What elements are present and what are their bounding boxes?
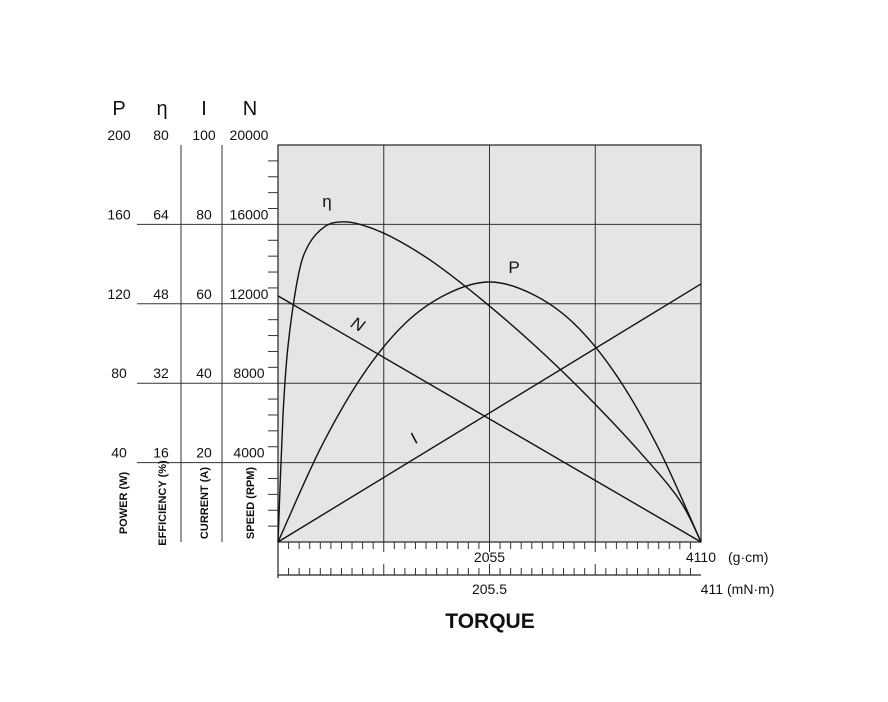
y-tick-label: 120 <box>107 286 131 302</box>
series-line-4 <box>277 221 702 543</box>
y-tick-label: 16 <box>153 445 169 461</box>
y-axis-symbol-3: I <box>201 98 207 120</box>
y-tick-label: 160 <box>107 206 131 222</box>
y-tick-label: 100 <box>192 127 216 143</box>
y-tick-label: 32 <box>153 365 169 381</box>
y-axis-symbol-1: P <box>112 98 125 120</box>
y-tick-label: 20 <box>196 445 212 461</box>
y-tick-label: 80 <box>153 127 169 143</box>
y-tick-label: 40 <box>111 445 127 461</box>
y-axis-label-4: SPEED (RPM) <box>245 467 257 539</box>
series-line-1 <box>277 295 702 543</box>
y-tick-label: 80 <box>196 206 212 222</box>
x-tick-label-mnm: 411 <box>701 581 724 597</box>
y-tick-label: 48 <box>153 286 169 302</box>
series-lines <box>277 221 702 543</box>
y-axis-label-2: EFFICIENCY (%) <box>157 460 169 546</box>
y-tick-label: 40 <box>196 365 212 381</box>
y-tick-label: 16000 <box>230 206 269 222</box>
y-tick-label: 60 <box>196 286 212 302</box>
y-axis-tick-labels: 40 80 120 160 200 16 32 48 64 80 20 40 60 80 100 4000 80… <box>107 127 278 527</box>
series-label-p: P <box>508 258 519 277</box>
y-tick-label: 200 <box>107 127 131 143</box>
y-axis-columns: P POWER (W) η EFFICIENCY (%) I CURRENT (A) N SP… <box>112 98 257 546</box>
x-axis-unit-mnm: (mN·m) <box>727 581 774 597</box>
torque-axis-title: TORQUE <box>445 610 534 633</box>
y-tick-label: 12000 <box>230 286 269 302</box>
y-tick-label: 64 <box>153 206 169 222</box>
x-tick-label-mnm: 205.5 <box>472 581 507 597</box>
series-line-2 <box>277 283 702 543</box>
x-axis-unit-gcm: (g·cm) <box>728 549 768 565</box>
x-tick-label-gcm: 4110 <box>686 549 716 565</box>
x-axes: 2055 4110 (g·cm) 205.5 411 (mN·m) <box>277 542 774 597</box>
y-axis-symbol-2: η <box>156 98 167 120</box>
x-tick-label-gcm: 2055 <box>474 549 505 565</box>
y-tick-label: 20000 <box>230 127 269 143</box>
y-axis-label-1: POWER (W) <box>118 472 130 535</box>
y-axis-symbol-4: N <box>243 98 257 120</box>
y-tick-label: 4000 <box>233 445 264 461</box>
series-label-eta: η <box>322 192 331 211</box>
y-axis-label-3: CURRENT (A) <box>199 467 211 539</box>
series-line-3 <box>277 281 702 543</box>
y-tick-label: 80 <box>111 365 127 381</box>
y-tick-label: 8000 <box>233 365 264 381</box>
